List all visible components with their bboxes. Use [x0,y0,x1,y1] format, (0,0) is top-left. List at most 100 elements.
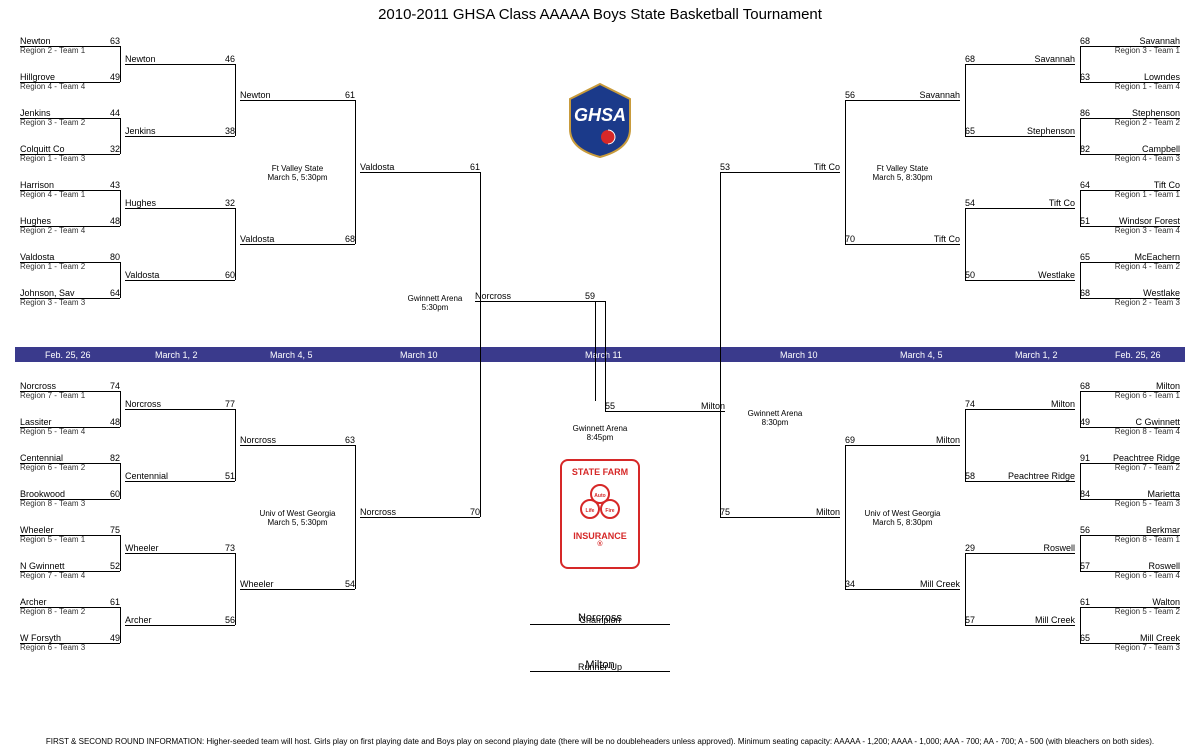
team-slot: Stephenson 65 [965,124,1075,137]
team-score: 53 [720,162,730,172]
team-sub: Region 5 - Team 3 [1080,499,1180,508]
bracket: GHSA STATE FARM Auto Life Fire INSURANCE… [0,29,1200,709]
team-name: Hughes [125,198,156,208]
team-sub: Region 8 - Team 1 [1080,535,1180,544]
team-score: 44 [110,108,120,118]
final-vline-r [605,301,606,411]
team-sub: Region 7 - Team 1 [20,391,120,400]
right-semi-note: Gwinnett Arena 8:30pm [715,409,835,427]
date-l2: March 1, 2 [155,350,198,360]
team-score: 65 [1080,633,1090,643]
team-sub: Region 2 - Team 3 [1080,298,1180,307]
team-name: Mill Creek [1035,615,1075,625]
team-score: 70 [845,234,855,244]
date-r3: March 4, 5 [900,350,943,360]
team-slot: Tift Co 54 [965,196,1075,209]
team-score: 84 [1080,489,1090,499]
team-slot: Milton 69 [845,433,960,446]
date-bar: Feb. 25, 26 March 1, 2 March 4, 5 March … [15,347,1185,362]
team-sub: Region 8 - Team 3 [20,499,120,508]
team-sub: Region 1 - Team 1 [1080,190,1180,199]
left-final-score: 59 [585,291,595,301]
team-score: 68 [1080,288,1090,298]
team-score: 52 [110,561,120,571]
bracket-vline [480,172,481,517]
bracket-vline [235,409,236,481]
team-score: 69 [845,435,855,445]
team-name: Newton [240,90,271,100]
team-name: Centennial [125,471,168,481]
team-score: 86 [1080,108,1090,118]
team-slot: Mill Creek 57 [965,613,1075,626]
team-score: 74 [110,381,120,391]
team-slot: Milton 74 [965,397,1075,410]
date-c: March 11 [585,350,622,360]
team-name: Milton [1156,381,1180,391]
bracket-vline [965,409,966,481]
left-semi-note-l2: 5:30pm [375,303,495,312]
team-score: 74 [965,399,975,409]
team-score: 80 [110,252,120,262]
team-score: 56 [225,615,235,625]
team-name: Walton [1152,597,1180,607]
team-slot: Jenkins 38 [125,124,235,137]
team-name: Newton [20,36,51,46]
right-final-team: Milton 55 [605,399,725,412]
team-name: Valdosta [125,270,159,280]
bracket-vline [120,190,121,226]
team-name: Roswell [1043,543,1075,553]
team-slot: Milton 75 [720,505,840,518]
team-score: 61 [1080,597,1090,607]
team-score: 48 [110,417,120,427]
team-name: Mill Creek [920,579,960,589]
date-r1: Feb. 25, 26 [1115,350,1161,360]
team-name: Berkmar [1146,525,1180,535]
bracket-vline [355,445,356,589]
team-score: 32 [110,144,120,154]
team-slot: Centennial 51 [125,469,235,482]
team-slot: Tift Co 70 [845,232,960,245]
team-name: Mill Creek [1140,633,1180,643]
team-name: N Gwinnett [20,561,65,571]
team-score: 82 [110,453,120,463]
team-name: Stephenson [1132,108,1180,118]
bracket-vline [1080,463,1081,499]
team-name: Centennial [20,453,63,463]
team-name: McEachern [1134,252,1180,262]
date-r4: March 10 [780,350,818,360]
team-name: Valdosta [360,162,394,172]
team-score: 46 [225,54,235,64]
team-score: 61 [110,597,120,607]
team-score: 48 [110,216,120,226]
champion-label: Champion [530,615,670,625]
right-semi-note-l1: Gwinnett Arena [715,409,835,418]
final-vline-l [595,301,596,401]
bracket-vline [235,553,236,625]
team-name: Norcross [240,435,276,445]
team-score: 68 [345,234,355,244]
team-slot: Newton 46 [125,52,235,65]
team-sub: Region 3 - Team 3 [20,298,120,307]
team-sub: Region 6 - Team 4 [1080,571,1180,580]
team-score: 34 [845,579,855,589]
bracket-vline [1080,118,1081,154]
team-name: Norcross [360,507,396,517]
team-sub: Region 3 - Team 4 [1080,226,1180,235]
team-sub: Region 3 - Team 1 [1080,46,1180,55]
team-sub: Region 4 - Team 3 [1080,154,1180,163]
team-name: Roswell [1148,561,1180,571]
date-l3: March 4, 5 [270,350,313,360]
bracket-vline [235,64,236,136]
runnerup-label: Runner-Up [530,662,670,672]
team-sub: Region 6 - Team 3 [20,643,120,652]
bracket-vline [1080,262,1081,298]
team-name: Tift Co [814,162,840,172]
team-name: Tift Co [1049,198,1075,208]
team-score: 51 [225,471,235,481]
left-final-team: Norcross 59 [475,289,595,302]
svg-text:Life: Life [586,508,595,514]
team-score: 57 [965,615,975,625]
bracket-vline [845,100,846,244]
bracket-vline [965,553,966,625]
right-final-name: Milton [701,401,725,411]
